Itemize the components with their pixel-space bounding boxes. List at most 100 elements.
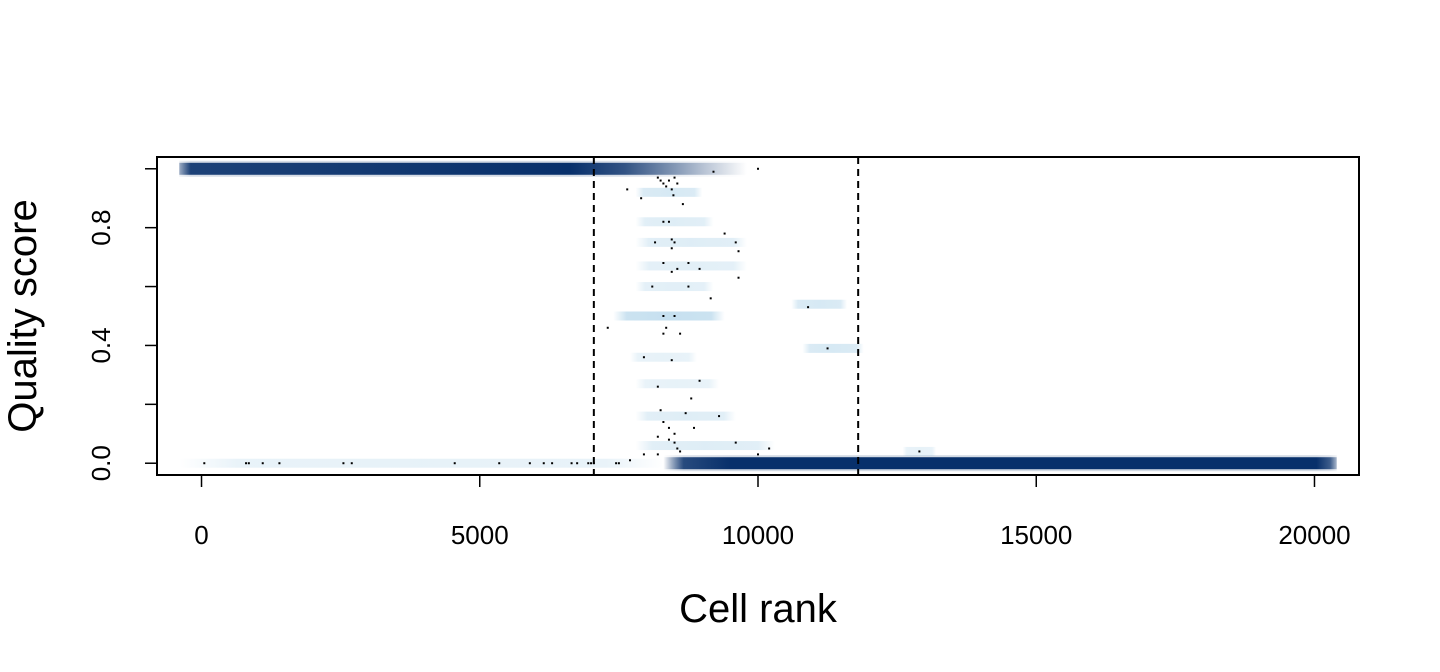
density-band (802, 343, 864, 353)
data-point (642, 453, 645, 456)
data-point (662, 332, 665, 335)
data-point (626, 188, 629, 191)
y-axis-title: Quality score (1, 199, 45, 432)
density-layer (179, 160, 1337, 472)
y-tick-label: 0.0 (86, 445, 116, 481)
data-point (670, 270, 673, 273)
data-point (570, 462, 573, 465)
density-band (635, 282, 714, 292)
data-point (453, 462, 456, 465)
density-band (613, 311, 725, 321)
data-point (350, 462, 353, 465)
data-point (606, 326, 609, 329)
data-point (662, 182, 665, 185)
data-point (662, 262, 665, 264)
x-tick-label: 20000 (1278, 520, 1350, 550)
x-tick-label: 0 (194, 520, 208, 550)
data-point (679, 332, 682, 335)
data-point (659, 179, 662, 182)
data-point (768, 447, 771, 450)
data-point (662, 315, 665, 317)
x-axis-title: Cell rank (679, 587, 838, 631)
data-point (673, 441, 676, 444)
data-point (673, 315, 676, 317)
data-point (245, 462, 248, 465)
data-point (659, 409, 662, 412)
data-point (629, 459, 632, 462)
vline-layer (592, 157, 860, 475)
data-point (670, 247, 673, 250)
data-point (667, 179, 670, 182)
data-point (665, 326, 668, 329)
data-point (640, 197, 643, 200)
density-band (635, 261, 747, 271)
data-point (665, 185, 668, 188)
data-point (528, 462, 531, 465)
data-point (203, 462, 206, 465)
data-point (676, 182, 679, 185)
data-point (676, 447, 679, 450)
density-band (635, 441, 775, 451)
plot-frame (156, 156, 1360, 476)
data-point (757, 453, 759, 456)
data-point (651, 285, 654, 288)
data-point (662, 220, 665, 223)
points-layer (203, 167, 921, 465)
data-point (673, 176, 676, 179)
data-point (670, 238, 673, 241)
data-point (673, 432, 676, 435)
data-point (590, 462, 593, 465)
data-point (656, 453, 659, 456)
data-point (261, 462, 264, 465)
data-point (698, 267, 701, 270)
data-point (681, 203, 684, 206)
density-band-halo (663, 455, 1337, 472)
data-point (737, 276, 740, 279)
data-point (615, 462, 618, 465)
data-point (687, 285, 690, 288)
data-point (667, 220, 670, 223)
data-point (670, 359, 673, 362)
data-point (687, 262, 690, 264)
density-band (630, 352, 697, 362)
x-axis: 0 5000 10000 15000 20000 (194, 474, 1351, 550)
data-point (667, 438, 670, 441)
data-point (679, 450, 682, 453)
data-point (737, 250, 740, 253)
data-point (672, 194, 675, 197)
data-point (676, 267, 679, 270)
data-point (587, 462, 590, 465)
data-point (551, 462, 554, 465)
y-axis: 0.0 0.4 0.8 (86, 168, 158, 481)
data-point (734, 241, 737, 244)
x-tick-label: 5000 (451, 520, 509, 550)
data-point (807, 306, 810, 309)
density-band (635, 379, 720, 389)
density-band (635, 217, 714, 227)
density-band-halo (179, 160, 747, 177)
data-point (642, 356, 645, 359)
data-point (723, 232, 726, 235)
data-point (918, 450, 921, 453)
data-point (757, 167, 759, 170)
data-point (826, 347, 829, 350)
data-point (673, 241, 676, 244)
data-point (734, 441, 737, 444)
data-point (576, 462, 579, 465)
density-band (791, 299, 848, 309)
x-tick-label: 15000 (1000, 520, 1072, 550)
data-point (498, 462, 501, 465)
data-point (690, 397, 693, 400)
data-point (656, 435, 659, 438)
data-point (709, 297, 712, 300)
data-point (712, 170, 715, 173)
density-band (635, 411, 736, 421)
density-band (179, 458, 664, 468)
data-point (247, 462, 250, 465)
data-point (656, 176, 659, 179)
data-point (667, 426, 670, 429)
y-tick-label: 0.8 (86, 210, 116, 246)
data-point (684, 412, 687, 415)
density-band (635, 237, 747, 247)
